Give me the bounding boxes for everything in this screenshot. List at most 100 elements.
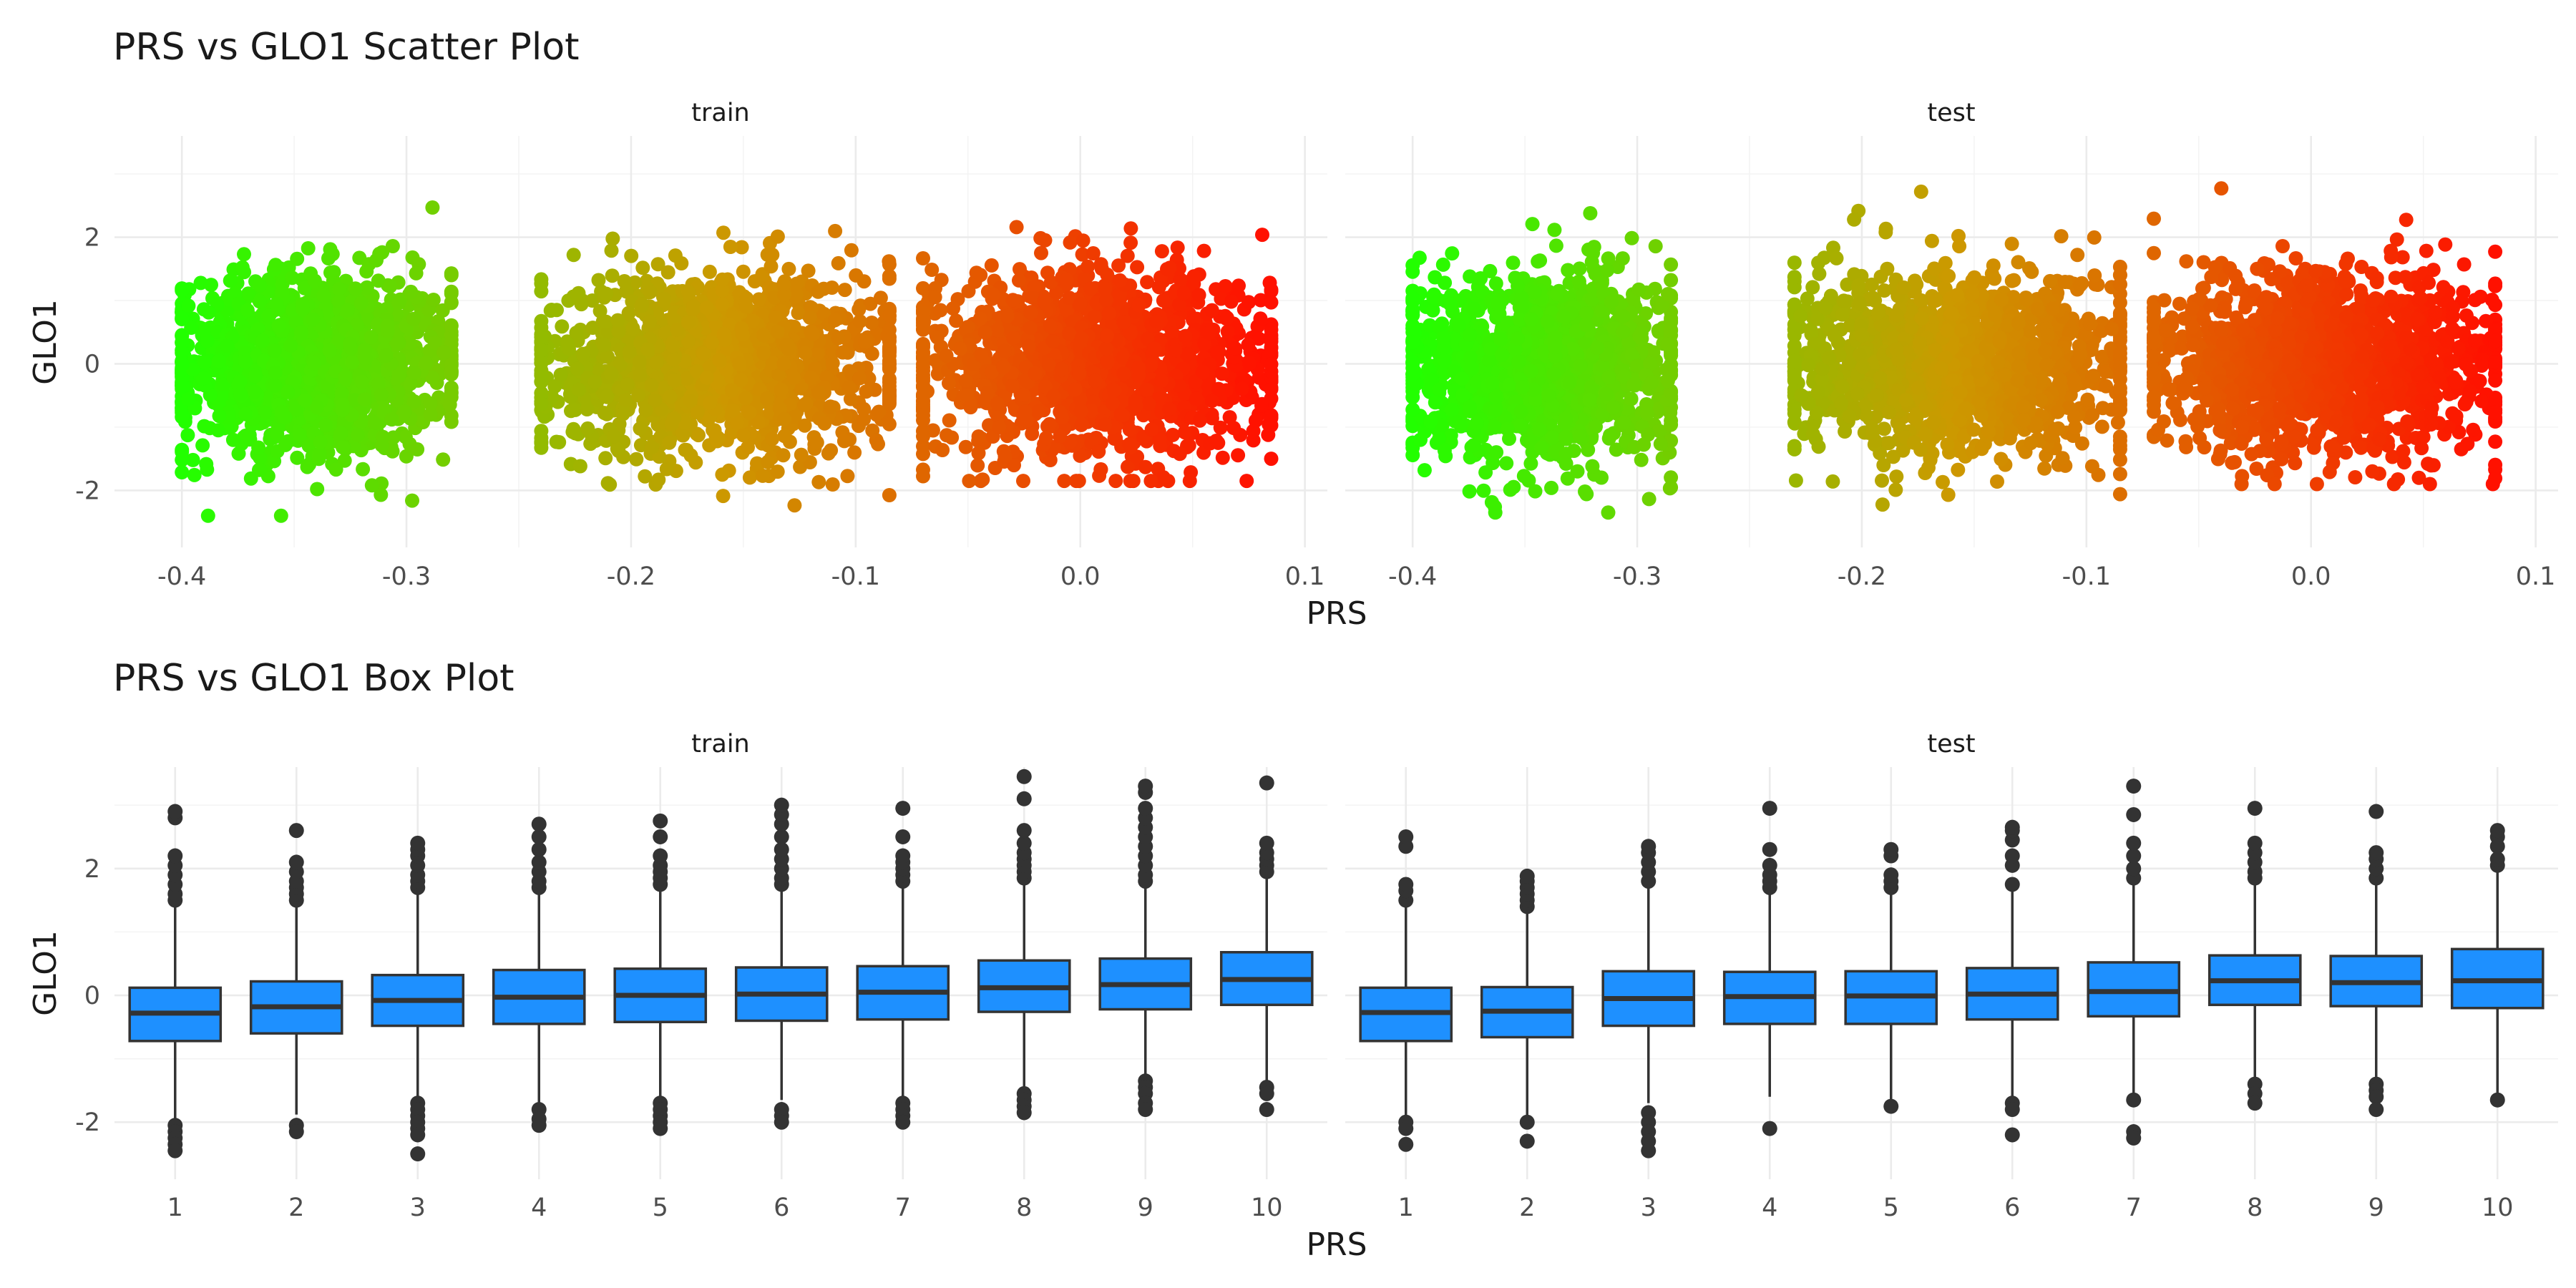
scatter-point: [742, 405, 757, 420]
scatter-point: [1171, 378, 1186, 393]
scatter-point: [882, 361, 897, 376]
scatter-point: [1038, 233, 1053, 248]
scatter-point: [962, 474, 977, 489]
scatter-point: [283, 338, 298, 353]
scatter-point: [1075, 233, 1091, 248]
scatter-point: [368, 415, 383, 430]
scatter-point: [852, 371, 867, 386]
scatter-point: [1210, 345, 1225, 360]
scatter-point: [811, 385, 826, 400]
scatter-point: [797, 418, 812, 433]
scatter-point: [403, 376, 418, 391]
scatter-point: [391, 336, 406, 351]
scatter-point: [1264, 357, 1279, 372]
scatter-point: [736, 428, 751, 443]
scatter-point: [225, 432, 240, 447]
scatter-point: [711, 374, 726, 389]
scatter-point: [297, 280, 312, 296]
scatter-point: [768, 310, 783, 325]
scatter-point: [534, 386, 549, 401]
scatter-point: [759, 391, 774, 406]
scatter-point: [1264, 452, 1279, 467]
scatter-point: [930, 330, 945, 345]
scatter-point: [633, 438, 648, 453]
scatter-point: [195, 371, 210, 386]
scatter-point: [703, 396, 718, 410]
scatter-point: [960, 388, 975, 403]
scatter-point: [986, 287, 1001, 302]
scatter-point: [882, 416, 897, 431]
scatter-point: [1234, 381, 1249, 396]
scatter-point: [248, 369, 263, 384]
scatter-point: [444, 414, 459, 429]
scatter-point: [1425, 303, 1440, 318]
scatter-point: [700, 370, 714, 385]
scatter-point: [638, 469, 653, 484]
scatter-points-train: [175, 200, 1279, 523]
scatter-point: [1131, 298, 1146, 313]
scatter-point: [827, 313, 842, 328]
scatter-point: [175, 283, 190, 298]
scatter-point: [444, 295, 459, 310]
scatter-point: [686, 299, 701, 314]
scatter-point: [649, 355, 664, 370]
scatter-point: [882, 389, 897, 404]
scatter-point: [404, 284, 419, 299]
scatter-point: [197, 355, 212, 370]
scatter-point: [585, 293, 600, 308]
scatter-point: [238, 406, 253, 421]
scatter-point: [406, 365, 421, 380]
scatter-point: [974, 348, 989, 363]
scatter-point: [273, 508, 288, 523]
scatter-point: [1252, 331, 1267, 346]
scatter-point: [629, 452, 644, 467]
scatter-point: [1528, 484, 1543, 499]
scatter-point: [293, 427, 308, 442]
scatter-point: [391, 369, 406, 384]
scatter-point: [1128, 398, 1143, 413]
scatter-point: [780, 338, 794, 353]
scatter-point: [1113, 273, 1128, 288]
scatter-chart: PRS vs GLO1 Scatter Plot train test -0.4…: [27, 26, 2558, 632]
scatter-point: [643, 285, 658, 300]
scatter-point: [742, 470, 757, 485]
scatter-point: [241, 429, 256, 444]
scatter-point: [1038, 431, 1053, 446]
scatter-point: [1000, 308, 1015, 323]
scatter-point: [1463, 269, 1478, 284]
scatter-point: [534, 396, 549, 411]
scatter-point: [1211, 381, 1226, 396]
scatter-point: [1166, 326, 1181, 341]
scatter-point: [419, 356, 434, 371]
scatter-point: [550, 303, 564, 318]
scatter-point: [882, 254, 897, 269]
scatter-point: [990, 323, 1005, 338]
scatter-point: [425, 200, 440, 215]
scatter-point: [1116, 315, 1131, 330]
scatter-point: [821, 446, 836, 461]
scatter-point: [1231, 448, 1246, 463]
scatter-point: [1122, 422, 1137, 437]
scatter-point: [985, 364, 1000, 379]
scatter-point: [1121, 459, 1135, 474]
scatter-point: [1005, 379, 1020, 394]
scatter-point: [238, 354, 253, 369]
scatter-point: [958, 439, 973, 454]
scatter-point: [1018, 404, 1033, 419]
scatter-point: [359, 280, 374, 295]
scatter-point: [1016, 387, 1031, 402]
scatter-point: [776, 277, 791, 292]
scatter-point: [398, 429, 413, 444]
scatter-point: [781, 261, 796, 276]
scatter-point: [322, 343, 337, 358]
scatter-point: [1013, 262, 1027, 277]
scatter-point: [942, 376, 956, 391]
scatter-point: [307, 356, 321, 371]
scatter-point: [597, 338, 612, 353]
scatter-point: [332, 281, 347, 296]
scatter-point: [1204, 394, 1219, 409]
scatter-point: [336, 440, 350, 454]
scatter-point: [811, 284, 826, 299]
scatter-point: [1218, 279, 1233, 293]
